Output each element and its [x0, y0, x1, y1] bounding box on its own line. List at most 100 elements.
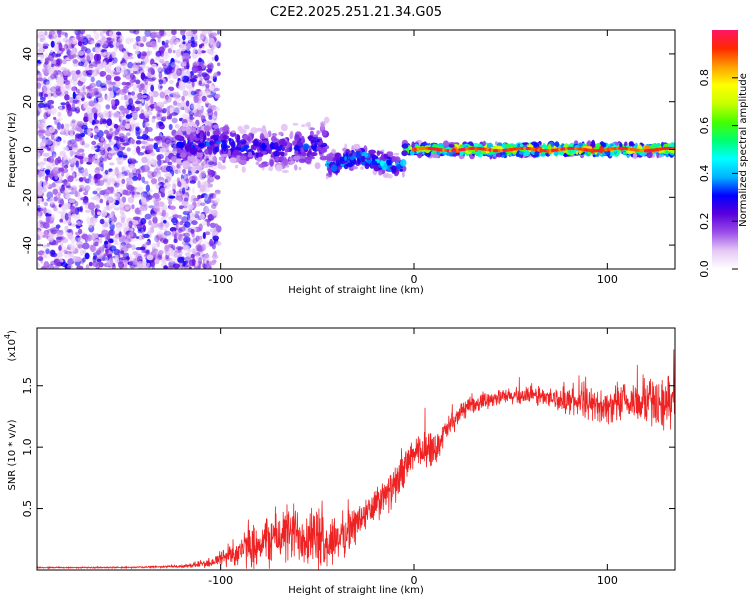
spectrogram-cell — [170, 244, 176, 249]
spectrogram-cell — [79, 71, 86, 79]
spectrogram-cell — [87, 127, 91, 135]
spectrogram-cell — [331, 148, 336, 154]
spectrogram-cell — [139, 246, 146, 251]
spectrogram-cell — [37, 120, 41, 128]
spectrogram-cell — [107, 110, 114, 118]
spectrogram-cell — [126, 147, 131, 152]
spectrogram-cell — [192, 48, 198, 54]
spectrogram-cell — [172, 263, 180, 269]
spectrogram-cell — [123, 261, 128, 269]
spectrogram-cell — [86, 107, 92, 114]
spectrogram-cell — [72, 71, 76, 77]
spectrogram-cell — [132, 176, 139, 181]
spectrogram-cell — [174, 124, 180, 129]
spectrogram-cell — [174, 232, 179, 237]
spectrogram-cell — [45, 248, 50, 255]
spectrogram-cell — [119, 122, 126, 129]
spectrogram-cell — [58, 42, 63, 51]
spectrogram-cell — [203, 125, 211, 132]
spectrogram-cell — [85, 34, 92, 39]
spectrogram-cell — [127, 61, 134, 69]
spectrogram-cell — [76, 33, 81, 40]
spectrogram-cell — [115, 139, 120, 148]
spectrogram-cell — [77, 244, 84, 249]
spectrogram-cell — [132, 43, 137, 50]
spectrogram-cell — [209, 75, 214, 82]
spectrogram-cell — [105, 85, 110, 89]
spectrogram-cell — [156, 113, 163, 121]
spectrogram-cell — [284, 148, 290, 153]
spectrogram-cell — [82, 200, 90, 206]
spectrogram-cell — [159, 55, 165, 62]
spectrogram-cell — [314, 162, 321, 170]
spectrogram-cell — [131, 191, 135, 199]
spectrogram-cell — [80, 38, 87, 43]
spectrogram-cell — [76, 94, 82, 100]
spectrogram-cell — [100, 136, 105, 142]
spectrogram-cell — [101, 209, 108, 217]
spectrogram-cell — [130, 186, 136, 194]
spectrogram-cell — [75, 69, 81, 75]
spectrogram-cell — [204, 196, 212, 204]
spectrogram-cell — [131, 95, 137, 100]
spectrogram-cell — [169, 257, 176, 263]
spectrogram-cell — [417, 152, 423, 159]
spectrogram-cell — [96, 211, 102, 216]
spectrogram-cell — [118, 133, 125, 138]
spectrogram-cell — [198, 80, 202, 85]
spectrogram-cell — [182, 61, 187, 67]
spectrogram-cell — [250, 144, 255, 150]
spectrogram-cell — [118, 236, 123, 243]
spectrogram-cell — [59, 150, 66, 157]
spectrogram-cell — [218, 136, 222, 142]
spectrogram-cell — [371, 160, 378, 166]
spectrogram-cell — [208, 115, 213, 120]
spectrogram-cell — [37, 210, 43, 217]
spectrogram-cell — [122, 73, 127, 78]
spectrogram-cell — [301, 124, 306, 128]
spectrogram-cell — [64, 225, 69, 230]
spectrogram-cell — [203, 205, 210, 214]
spectrogram-cell — [207, 60, 212, 66]
spectrogram-cell — [44, 31, 48, 36]
spectrogram-cell — [161, 232, 168, 239]
spectrogram-cell — [246, 149, 250, 154]
spectrogram-cell — [126, 52, 133, 57]
spectrogram-cell — [103, 195, 109, 201]
colorbar-tick-label: 0.2 — [698, 212, 711, 230]
spectrogram-cell — [104, 56, 111, 63]
spectrogram-cell — [186, 173, 191, 177]
spectrogram-cell — [74, 120, 81, 126]
spectrogram-cell — [97, 261, 104, 268]
spectrogram-cell — [100, 112, 106, 119]
spectrogram-cell — [124, 72, 132, 80]
spectrogram-cell — [261, 125, 267, 133]
spectrogram-cell — [195, 129, 199, 135]
spectrogram-cell — [56, 76, 64, 85]
spectrogram-cell — [55, 224, 61, 229]
spectrogram-cell — [189, 238, 195, 246]
spectrogram-cell — [37, 185, 43, 191]
spectrogram-cell — [64, 187, 69, 193]
spectrogram-cell — [37, 222, 41, 228]
spectrogram-cell — [202, 220, 207, 226]
spectrogram-cell — [119, 114, 125, 121]
spectrogram-cell — [42, 222, 50, 229]
spectrogram-cell — [71, 47, 78, 54]
spectrogram-cell — [198, 44, 203, 49]
spectrogram-cell — [167, 73, 172, 80]
spectrogram-cell — [96, 158, 103, 166]
spectrogram-cell — [45, 215, 50, 224]
spectrogram-cell — [72, 30, 78, 35]
spectrogram-cell — [261, 151, 268, 154]
snr-x-tick-label: 100 — [597, 574, 618, 587]
spectrogram-cell — [102, 120, 107, 125]
spectrogram-cell — [53, 207, 58, 212]
spectrogram-cell — [168, 205, 176, 210]
spectrogram-cell — [182, 187, 186, 195]
snr-series-line — [36, 349, 676, 571]
spectrogram-cell — [136, 223, 142, 230]
spectrogram-cell — [60, 31, 68, 36]
spectrogram-cell — [65, 194, 71, 199]
spectrogram-cell — [108, 87, 113, 92]
